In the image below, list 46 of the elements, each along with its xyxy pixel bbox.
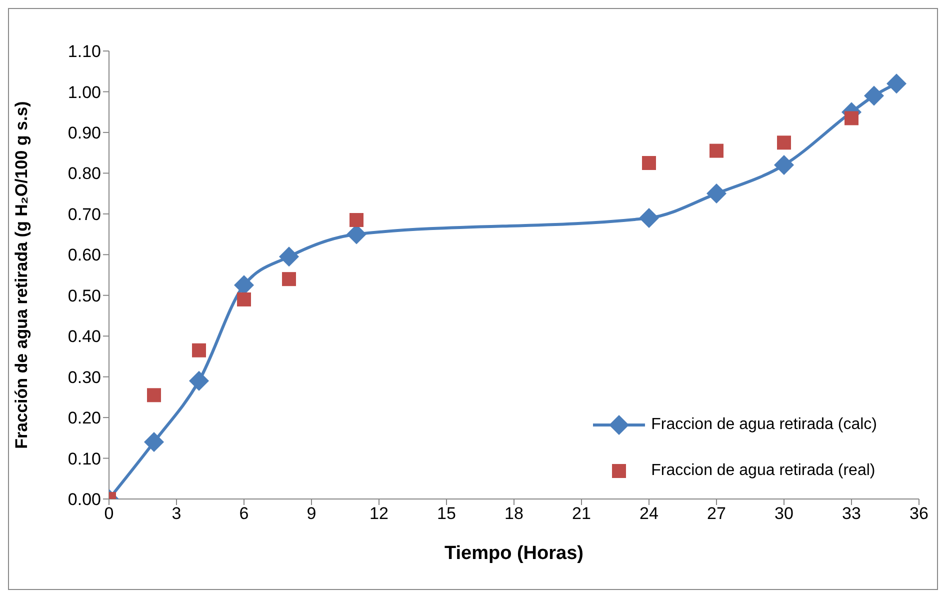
point (237, 292, 251, 306)
y-tick-label: 0.40 (68, 327, 101, 346)
x-tick-label: 3 (172, 504, 182, 524)
x-tick-label: 0 (104, 504, 114, 524)
x-tick-label: 36 (910, 504, 928, 524)
point (710, 144, 724, 158)
y-tick-label: 0.30 (68, 368, 101, 387)
x-tick-label: 18 (504, 504, 524, 524)
x-tick-label: 27 (707, 504, 726, 524)
point (279, 246, 299, 267)
x-tick-label: 33 (842, 504, 861, 524)
point (144, 432, 164, 452)
x-tick-label: 12 (370, 504, 388, 524)
y-tick-label: 1.00 (68, 82, 101, 102)
y-tick-label: 0.80 (68, 164, 101, 184)
point (642, 156, 656, 170)
x-axis-title: Tiempo (Horas) (444, 543, 584, 564)
point (192, 343, 206, 358)
y-tick-label: 0.10 (68, 449, 101, 468)
point (774, 155, 794, 176)
y-tick-label: 1.10 (68, 42, 101, 62)
legend-label: Fraccion de agua retirada (calc) (651, 416, 877, 434)
point (282, 272, 296, 286)
point (639, 208, 659, 228)
y-axis-title: Fracción de agua retirada (g H₂O/100 g s.s) (12, 101, 32, 449)
x-tick-label: 15 (437, 504, 456, 524)
x-tick-label: 9 (306, 504, 316, 524)
point (706, 184, 726, 204)
y-tick-label: 0.70 (68, 204, 101, 224)
point (350, 213, 364, 228)
point (777, 136, 791, 150)
x-tick-label: 6 (239, 504, 249, 524)
y-tick-label: 0.00 (68, 490, 101, 510)
point (886, 74, 906, 94)
point (189, 370, 209, 391)
x-tick-label: 24 (640, 504, 658, 524)
x-tick-label: 30 (774, 504, 794, 524)
point (844, 111, 858, 126)
x-tick-label: 21 (572, 504, 591, 524)
legend-label: Fraccion de agua retirada (real) (651, 462, 876, 480)
y-tick-label: 0.90 (68, 123, 101, 142)
y-tick-label: 0.50 (68, 286, 101, 306)
y-tick-label: 0.20 (68, 408, 101, 428)
point (147, 388, 161, 402)
point (864, 86, 884, 106)
y-tick-label: 0.60 (68, 246, 101, 265)
